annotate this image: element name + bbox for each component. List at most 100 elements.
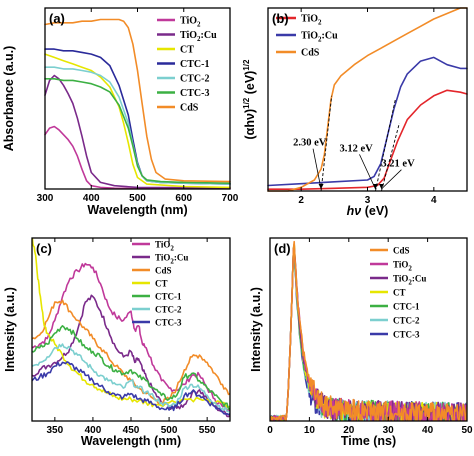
- legend-label-ctc-2: CTC-2: [393, 316, 420, 326]
- legend-label-sub: 2: [408, 279, 412, 287]
- x-tick-label: 300: [37, 193, 54, 204]
- x-tick-label: 10: [304, 425, 316, 436]
- x-tick-label: 4: [431, 195, 437, 206]
- legend-label-tio2: TiO2: [393, 260, 412, 273]
- legend-label-ctc-2: CTC-2: [180, 74, 209, 85]
- legend-label-tio2-cu: TiO2:Cu: [155, 253, 188, 266]
- legend-label-sub: 2: [197, 35, 201, 43]
- series-line-ctc-3: [32, 361, 230, 416]
- legend-label-tail: :Cu: [174, 253, 189, 263]
- annotation-arrowhead: [318, 184, 324, 189]
- y-axis-label: (αhν)1/2 (eV)1/2: [242, 59, 257, 140]
- panel-label: (a): [49, 11, 65, 26]
- legend-label-cds: CdS: [393, 246, 410, 256]
- y-axis-label-mid: (eV): [243, 71, 257, 98]
- x-tick-label: 30: [383, 425, 395, 436]
- legend-label-ct: CT: [155, 279, 168, 289]
- series-line-ct: [270, 243, 467, 421]
- x-tick-label: 550: [199, 425, 216, 436]
- legend-label-sub: 2: [197, 21, 201, 29]
- band-gap-annotation: 3.21 eV: [381, 159, 415, 170]
- legend-label-main: TiO: [393, 274, 408, 284]
- x-tick-label: 2: [298, 195, 304, 206]
- legend-label-ctc-1: CTC-1: [180, 59, 209, 70]
- legend-label-main: TiO: [180, 30, 197, 41]
- y-axis-label: Intensity (a.u.): [3, 287, 17, 372]
- panel-c: 350 400 450 500 550TiO2TiO2:CuCdSCTCTC-1CTC-…: [3, 237, 231, 448]
- x-axis-label: Wavelength (nm): [87, 203, 187, 217]
- legend-label-tio2-cu: TiO2:Cu: [393, 274, 426, 287]
- x-tick-label: 500: [161, 425, 178, 436]
- x-axis-label-main: hν: [347, 204, 362, 218]
- legend-label-ctc-3: CTC-3: [393, 330, 420, 340]
- series-line-ctc-2: [44, 66, 231, 185]
- panel-label: (d): [274, 241, 291, 256]
- series-line-cds: [44, 18, 231, 183]
- legend-label-tio2-cu: TiO2:Cu: [301, 31, 338, 44]
- x-tick-label: 50: [461, 425, 473, 436]
- y-axis-label: Intensity (a.u.): [249, 287, 263, 372]
- x-tick-label: 700: [222, 193, 239, 204]
- legend-label-tio2: TiO2: [301, 14, 322, 27]
- legend-label-tail: :Cu: [201, 30, 218, 41]
- x-axis-label-unit: (eV): [361, 204, 388, 218]
- series-line-cds: [267, 7, 468, 192]
- panel-label: (b): [272, 11, 289, 26]
- x-tick-label: 600: [175, 193, 192, 204]
- annotation-arrow: [312, 148, 322, 190]
- x-tick-label: 400: [85, 425, 102, 436]
- tangent-line: [380, 123, 400, 192]
- x-tick-label: 500: [129, 193, 146, 204]
- legend-label-sub: 2: [170, 258, 174, 266]
- y-axis-label-main: (αhν): [243, 109, 257, 140]
- x-axis-label: hν (eV): [347, 204, 389, 218]
- legend-label-sub: 2: [318, 19, 322, 27]
- legend-label-sub: 2: [408, 265, 412, 273]
- legend-label-main: TiO: [155, 240, 170, 250]
- x-tick-label: 400: [83, 193, 100, 204]
- x-tick-label: 350: [47, 425, 64, 436]
- legend-label-ctc-1: CTC-1: [393, 302, 420, 312]
- legend-label-ct: CT: [180, 45, 194, 56]
- legend-label-sub: 2: [318, 36, 322, 44]
- x-tick-label: 450: [123, 425, 140, 436]
- legend-label-main: TiO: [301, 14, 318, 25]
- x-axis-label: Time (ns): [341, 434, 396, 448]
- plot-frame: [267, 7, 468, 192]
- legend-label-main: TiO: [180, 16, 197, 27]
- legend-label-tio2-cu: TiO2:Cu: [180, 30, 217, 43]
- x-tick-label: 0: [267, 425, 273, 436]
- annotation-arrow: [381, 169, 402, 190]
- legend-label-main: TiO: [393, 260, 408, 270]
- series-line-tio2: [44, 125, 231, 190]
- legend-label-ctc-3: CTC-3: [155, 318, 182, 328]
- panel-a: 300 400 500 600 700TiO2TiO2:CuCTCTC-1CTC-2CT…: [2, 7, 239, 217]
- legend-label-ct: CT: [393, 288, 406, 298]
- series-line-ct: [32, 238, 230, 408]
- panel-label: (c): [36, 241, 52, 256]
- x-tick-label: 40: [422, 425, 434, 436]
- series-line-ctc-3: [44, 78, 231, 184]
- y-axis-label-exp: 1/2: [242, 59, 251, 71]
- legend-label-main: TiO: [155, 253, 170, 263]
- x-tick-label: 3: [365, 195, 371, 206]
- x-tick-label: 20: [343, 425, 355, 436]
- legend-label-cds: CdS: [301, 48, 320, 59]
- legend-label-sub: 2: [170, 245, 174, 253]
- annotation-arrowhead: [372, 184, 378, 189]
- panel-b: 2 3 42.30 eV3.12 eV3.21 eVTiO2TiO2:CuCdShν…: [242, 7, 468, 218]
- annotation-arrow: [359, 154, 376, 190]
- y-axis-label: Absorbance (a.u.): [2, 46, 16, 152]
- series-group: [32, 238, 230, 418]
- series-line-tio2: [267, 89, 468, 190]
- series-group: [270, 240, 467, 421]
- legend-label-ctc-1: CTC-1: [155, 292, 182, 302]
- x-axis-label: Wavelength (nm): [81, 434, 181, 448]
- plot-frame: [269, 237, 468, 422]
- series-line-tio2-cu: [44, 74, 231, 189]
